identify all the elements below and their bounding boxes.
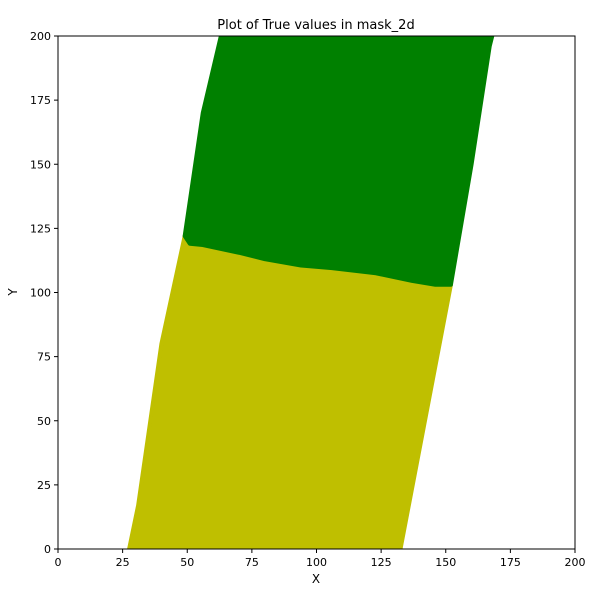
y-tick-label: 0: [44, 543, 51, 556]
y-tick-label: 175: [30, 94, 51, 107]
y-tick-label: 75: [37, 351, 51, 364]
y-tick-label: 125: [30, 222, 51, 235]
x-tick-label: 150: [435, 556, 456, 569]
x-tick-label: 200: [565, 556, 586, 569]
y-axis-label: Y: [6, 288, 20, 297]
y-tick-label: 150: [30, 158, 51, 171]
x-tick-label: 50: [180, 556, 194, 569]
x-axis: 0 25 50 75 100 125 150 175 200: [55, 549, 586, 569]
x-tick-label: 25: [116, 556, 130, 569]
y-tick-label: 100: [30, 287, 51, 300]
data-layer: [127, 36, 495, 549]
y-tick-label: 200: [30, 30, 51, 43]
x-tick-label: 100: [306, 556, 327, 569]
chart-title: Plot of True values in mask_2d: [217, 18, 414, 33]
y-axis: 0 25 50 75 100 125 150 175 200: [30, 30, 58, 556]
y-tick-label: 50: [37, 415, 51, 428]
series-region-0: [127, 234, 453, 549]
x-tick-label: 175: [500, 556, 521, 569]
x-tick-label: 75: [245, 556, 259, 569]
x-tick-label: 125: [371, 556, 392, 569]
x-tick-label: 0: [55, 556, 62, 569]
x-axis-label: X: [312, 572, 320, 586]
series-region-1: [182, 36, 495, 287]
y-tick-label: 25: [37, 479, 51, 492]
